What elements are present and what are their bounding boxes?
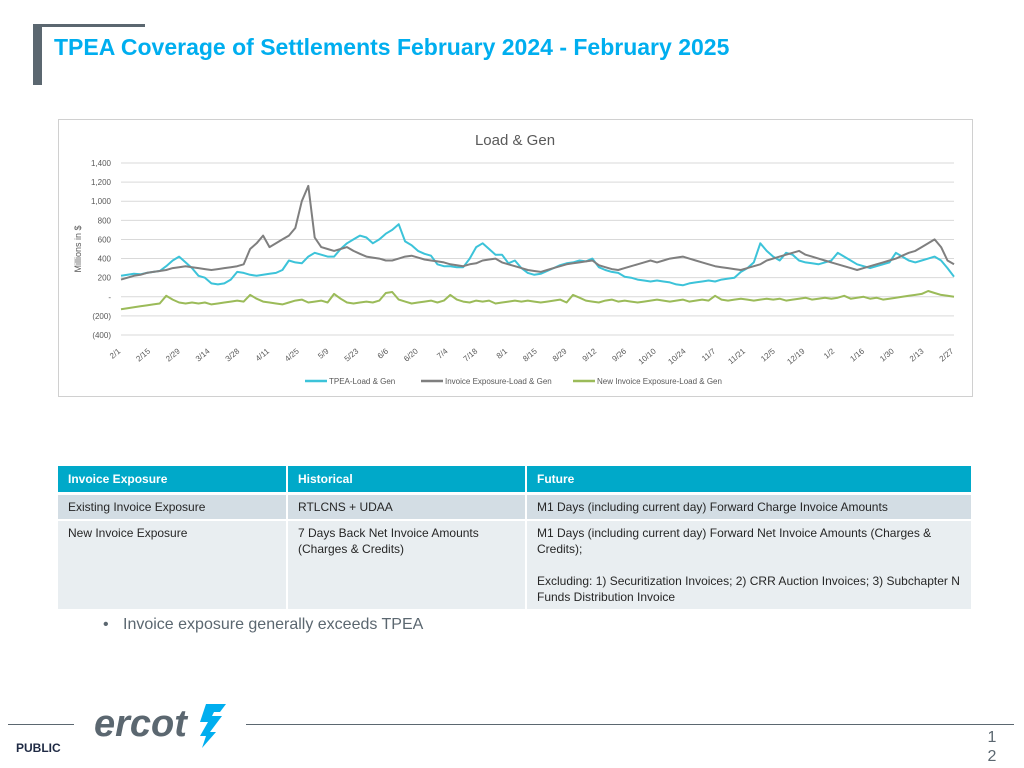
- x-tick-label: 5/9: [316, 346, 331, 360]
- x-tick-label: 3/28: [224, 346, 242, 363]
- x-tick-label: 11/7: [700, 346, 718, 363]
- y-tick-label: 200: [98, 274, 112, 283]
- x-tick-label: 2/29: [164, 346, 182, 363]
- page-number-digit: 1: [987, 729, 997, 746]
- table-row: Existing Invoice Exposure RTLCNS + UDAA …: [58, 495, 971, 521]
- x-tick-label: 2/27: [938, 346, 956, 363]
- table-row: New Invoice Exposure 7 Days Back Net Inv…: [58, 521, 971, 611]
- legend-label: New Invoice Exposure-Load & Gen: [597, 377, 722, 386]
- x-tick-label: 10/24: [666, 346, 688, 366]
- x-tick-label: 2/13: [908, 346, 926, 363]
- x-tick-label: 2/1: [108, 346, 123, 360]
- y-tick-label: -: [108, 293, 111, 302]
- x-tick-label: 2/15: [134, 346, 152, 363]
- x-tick-label: 12/5: [759, 346, 777, 363]
- y-axis-label: Millions in $: [73, 225, 83, 272]
- header-invoice-exposure: Invoice Exposure: [58, 466, 288, 495]
- chart-panel: Load & Gen 1,400 1,200 1,000 800 600 400 200 - (2…: [58, 119, 973, 397]
- series-line-3: [120, 290, 955, 311]
- legend-label: Invoice Exposure-Load & Gen: [445, 377, 552, 386]
- x-tick-label: 10/10: [637, 346, 659, 366]
- page-number-digit: 2: [987, 748, 997, 765]
- x-tick-label: 8/1: [495, 346, 510, 360]
- logo-bolt-icon: [200, 704, 226, 748]
- x-tick-label: 4/25: [283, 346, 301, 363]
- y-tick-label: 800: [98, 216, 112, 225]
- logo-wordmark: ercot: [94, 703, 188, 745]
- title-accent-line: [33, 24, 145, 27]
- series-line-2: [120, 184, 955, 281]
- row1-historical: RTLCNS + UDAA: [288, 495, 527, 521]
- ercot-logo: ercot: [94, 703, 226, 748]
- invoice-exposure-table: Invoice Exposure Historical Future Exist…: [58, 466, 971, 611]
- y-tick-label: 600: [98, 235, 112, 244]
- x-tick-label: 1/30: [878, 346, 896, 363]
- row1-future: M1 Days (including current day) Forward …: [527, 495, 971, 521]
- x-tick-label: 7/4: [435, 346, 450, 360]
- page-number: 1 2: [982, 728, 1002, 766]
- y-tick-label: 1,400: [91, 159, 112, 168]
- title-accent-bar: [33, 24, 42, 85]
- y-tick-label: 400: [98, 255, 112, 264]
- row2-future-line2: Excluding: 1) Securitization Invoices; 2…: [537, 574, 960, 604]
- bullet-dot-icon: •: [103, 616, 109, 633]
- x-tick-label: 9/26: [610, 346, 628, 363]
- y-tick-label: (400): [92, 331, 111, 340]
- x-tick-label: 9/12: [581, 346, 599, 363]
- row2-historical: 7 Days Back Net Invoice Amounts (Charges…: [288, 521, 527, 611]
- slide-title: TPEA Coverage of Settlements February 20…: [54, 34, 730, 60]
- row2-future: M1 Days (including current day) Forward …: [527, 521, 971, 611]
- x-tick-label: 5/23: [343, 346, 361, 363]
- row2-future-spacer: [537, 557, 961, 573]
- table-header-row: Invoice Exposure Historical Future: [58, 466, 971, 495]
- chart-title: Load & Gen: [475, 132, 555, 149]
- footer-divider-right: [246, 724, 1014, 725]
- header-historical: Historical: [288, 466, 527, 495]
- y-tick-label: 1,000: [91, 197, 112, 206]
- y-tick-label: (200): [92, 312, 111, 321]
- footer-divider-left: [8, 724, 74, 725]
- y-tick-label: 1,200: [91, 178, 112, 187]
- legend-label: TPEA-Load & Gen: [329, 377, 395, 386]
- row2-invoice-exposure: New Invoice Exposure: [58, 521, 288, 611]
- x-tick-label: 6/6: [376, 346, 391, 360]
- x-tick-label: 8/29: [551, 346, 569, 363]
- x-tick-label: 8/15: [521, 346, 539, 363]
- bullet-point: • Invoice exposure generally exceeds TPEA: [103, 616, 423, 634]
- bullet-text: Invoice exposure generally exceeds TPEA: [123, 616, 424, 633]
- x-tick-label: 7/18: [462, 346, 480, 363]
- x-tick-label: 1/16: [848, 346, 866, 363]
- x-tick-label: 11/21: [726, 346, 747, 366]
- public-label: PUBLIC: [16, 741, 61, 755]
- x-tick-label: 6/20: [402, 346, 420, 363]
- load-gen-chart: Load & Gen 1,400 1,200 1,000 800 600 400 200 - (2…: [73, 132, 956, 386]
- x-tick-label: 12/19: [785, 346, 807, 366]
- series-line-1: [120, 223, 955, 287]
- row1-invoice-exposure: Existing Invoice Exposure: [58, 495, 288, 521]
- header-future: Future: [527, 466, 971, 495]
- x-tick-label: 1/2: [822, 346, 837, 360]
- row2-future-line1: M1 Days (including current day) Forward …: [537, 526, 932, 556]
- x-tick-label: 3/14: [194, 346, 212, 363]
- x-tick-label: 4/11: [254, 346, 272, 363]
